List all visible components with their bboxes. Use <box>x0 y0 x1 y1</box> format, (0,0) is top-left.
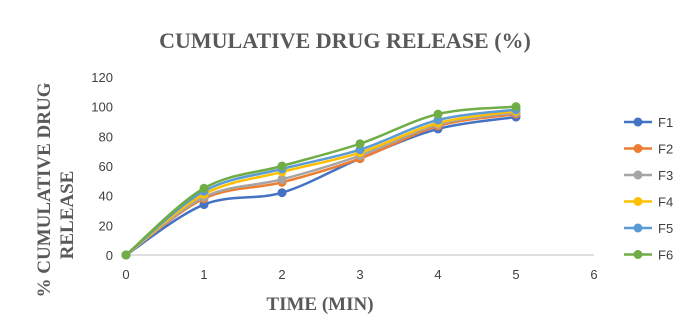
x-tick-label: 0 <box>122 267 129 282</box>
data-point <box>199 183 209 193</box>
axes: 0 20 40 60 80 100 120 0 1 2 3 4 5 6 <box>91 70 597 282</box>
legend-marker <box>633 117 643 127</box>
x-tick-label: 5 <box>512 267 519 282</box>
series-line-f1 <box>125 115 517 257</box>
data-point <box>277 188 287 198</box>
data-point <box>355 139 365 149</box>
y-tick-label: 40 <box>99 189 113 204</box>
x-axis-title: TIME (MIN) <box>266 294 373 315</box>
legend-marker <box>633 144 643 153</box>
series-f2 <box>121 109 521 260</box>
series-line-f5 <box>125 108 517 256</box>
legend-marker <box>633 223 643 233</box>
y-tick-label: 60 <box>99 159 113 174</box>
data-point <box>277 161 287 171</box>
legend-item-f5: F5 <box>624 221 673 236</box>
x-tick-label: 6 <box>590 267 597 282</box>
legend-marker <box>633 170 643 180</box>
data-point <box>277 174 287 184</box>
x-tick-label: 4 <box>434 267 441 282</box>
data-point <box>511 102 521 112</box>
y-tick-label: 0 <box>106 248 113 263</box>
legend-label: F2 <box>658 142 673 157</box>
series-line-f4 <box>125 109 517 256</box>
series-line-f2 <box>125 112 517 257</box>
legend-label: F6 <box>658 248 673 263</box>
y-tick-label: 20 <box>99 218 113 233</box>
legend-marker <box>633 197 643 206</box>
legend-item-f1: F1 <box>624 115 673 130</box>
data-point <box>433 109 443 119</box>
legend-label: F3 <box>658 168 673 183</box>
legend-label: F5 <box>658 221 673 236</box>
legend-item-f2: F2 <box>624 142 673 157</box>
chart-title: CUMULATIVE DRUG RELEASE (%) <box>159 28 531 53</box>
y-axis-title-line1: % CUMULATIVE DRUG <box>34 82 55 297</box>
series-line-f6 <box>125 105 517 256</box>
legend-marker <box>633 250 643 259</box>
series-f3 <box>121 108 521 260</box>
x-tick-label: 2 <box>278 267 285 282</box>
series-layer <box>121 102 521 260</box>
series-f6 <box>121 102 521 260</box>
y-tick-label: 100 <box>91 100 113 115</box>
y-axis-title-line2: RELEASE <box>57 171 78 260</box>
series-line-f3 <box>125 111 517 257</box>
legend-item-f4: F4 <box>624 195 673 210</box>
x-tick-label: 1 <box>200 267 207 282</box>
series-f1 <box>121 112 521 260</box>
legend-label: F1 <box>658 115 673 130</box>
legend: F1 F2 F3 F4 F5 F6 <box>624 115 673 263</box>
y-tick-label: 120 <box>91 70 113 85</box>
data-point <box>121 250 131 260</box>
legend-item-f6: F6 <box>624 248 673 263</box>
series-f4 <box>121 106 521 260</box>
y-tick-label: 80 <box>99 129 113 144</box>
x-tick-label: 3 <box>356 267 363 282</box>
legend-item-f3: F3 <box>624 168 673 183</box>
legend-label: F4 <box>658 195 673 210</box>
series-f5 <box>121 105 521 260</box>
